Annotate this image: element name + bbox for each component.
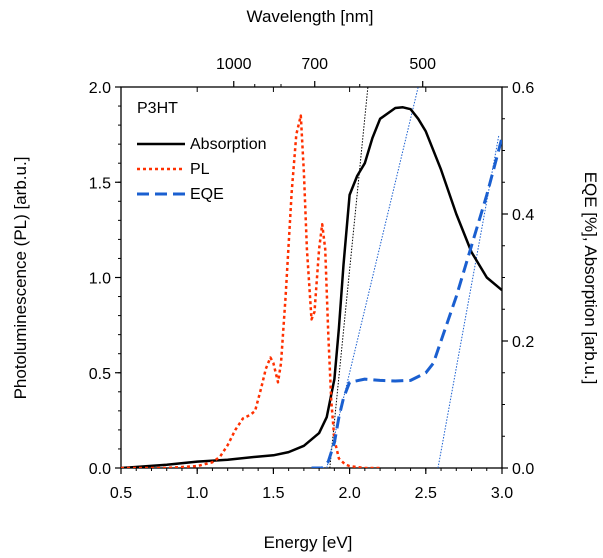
y-left-tick-label: 2.0	[89, 80, 111, 97]
y-left-tick-label: 1.5	[89, 175, 111, 192]
guide-line	[329, 87, 369, 468]
y-right-tick-label: 0.4	[512, 207, 534, 224]
x-tick-label: 2.5	[415, 485, 437, 502]
y-right-axis-title: EQE [%], Absorption [arb.u.]	[581, 172, 600, 385]
y-left-axis-title: Photoluminescence (PL) [arb.u.]	[11, 157, 30, 400]
x-tick-label: 2.0	[338, 485, 360, 502]
guide-lines	[326, 87, 500, 468]
y-left-tick-label: 0.0	[89, 461, 111, 478]
x-axis-title: Energy [eV]	[264, 533, 353, 552]
top-tick-label: 1000	[216, 56, 252, 73]
series-line-pl	[121, 114, 381, 468]
series-layer	[121, 106, 502, 468]
top-tick-label: 700	[301, 56, 328, 73]
legend-label-pl: PL	[190, 161, 210, 178]
y-left-tick-label: 0.5	[89, 366, 111, 383]
y-right-tick-label: 0.2	[512, 334, 534, 351]
series-line-absorption	[121, 106, 502, 468]
legend-label-eqe: EQE	[190, 186, 224, 203]
x-tick-label: 3.0	[491, 485, 513, 502]
legend-label-absorption: Absorption	[190, 136, 267, 153]
ticks: 0.5 1.0 1.5 2.0 2.5 3.0 0.0 0.5 1.0 1.5 2.0 0.0 0.2 0…	[89, 56, 535, 502]
y-left-tick-label: 1.0	[89, 271, 111, 288]
guide-line	[326, 87, 419, 468]
y-right-tick-label: 0.6	[512, 80, 534, 97]
top-axis-title: Wavelength [nm]	[247, 7, 374, 26]
guide-line	[437, 134, 500, 468]
legend-title: P3HT	[137, 100, 178, 117]
y-right-tick-label: 0.0	[512, 461, 534, 478]
top-tick-label: 500	[409, 56, 436, 73]
legend: P3HT Absorption PL EQE	[137, 100, 267, 203]
x-tick-label: 1.5	[262, 485, 284, 502]
x-tick-label: 0.5	[110, 485, 132, 502]
x-tick-label: 1.0	[186, 485, 208, 502]
series-line-eqe	[311, 137, 502, 468]
